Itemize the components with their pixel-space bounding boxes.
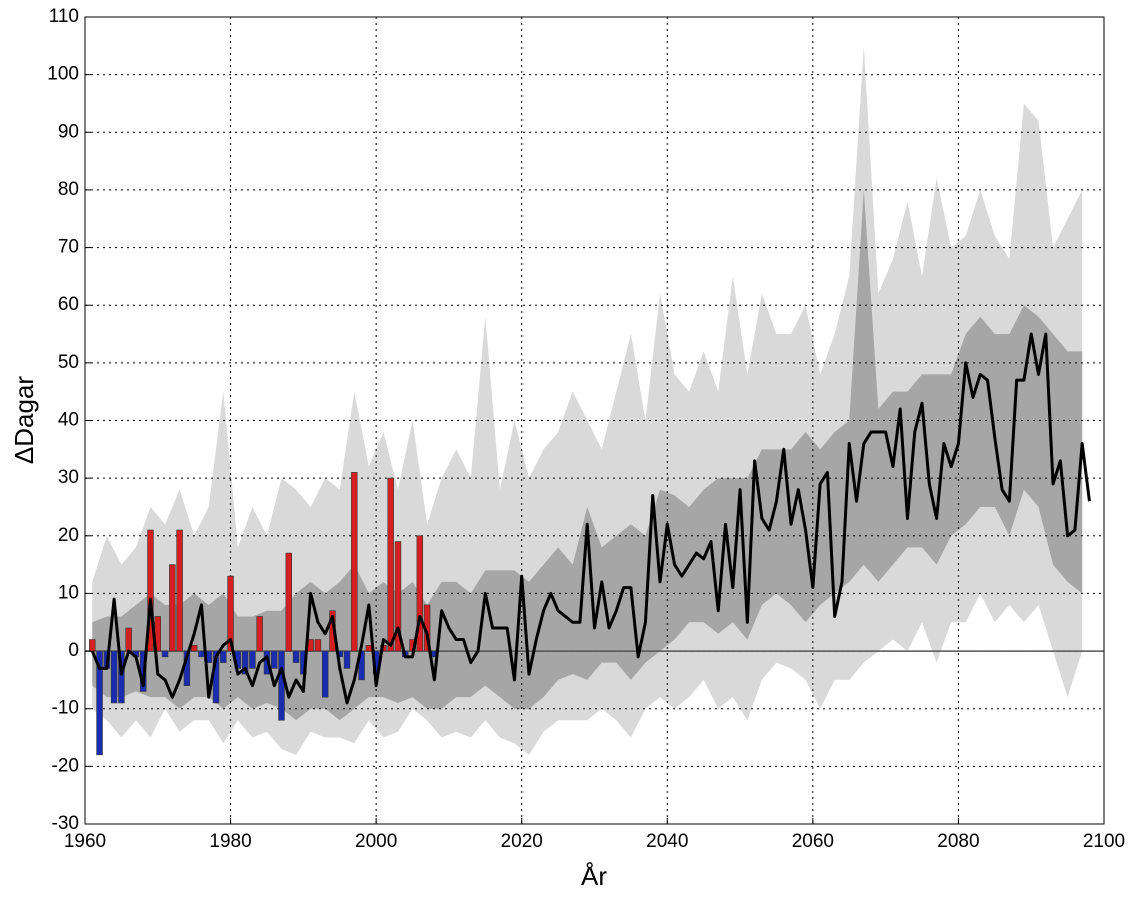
- bar: [118, 650, 125, 704]
- bar: [285, 552, 293, 652]
- bar: [278, 650, 285, 721]
- bar: [169, 564, 176, 652]
- y-tick-label: 80: [58, 179, 79, 200]
- bar: [89, 639, 96, 652]
- bar: [241, 650, 249, 675]
- y-tick-label: -30: [52, 813, 79, 834]
- y-tick-label: 70: [58, 237, 79, 258]
- y-tick-label: 110: [49, 6, 79, 27]
- bar: [387, 477, 394, 652]
- y-tick-label: 100: [47, 64, 79, 85]
- y-axis-title: ΔDagar: [9, 376, 39, 465]
- x-axis-title: År: [581, 861, 607, 891]
- x-tick-label: 2100: [1083, 831, 1125, 852]
- y-tick-label: 20: [58, 525, 79, 546]
- y-tick-label: 50: [58, 352, 79, 373]
- bar: [365, 645, 373, 652]
- y-tick-label: -20: [52, 755, 79, 776]
- y-tick-label: -10: [52, 698, 79, 719]
- bar: [256, 616, 263, 652]
- bar: [343, 650, 351, 669]
- y-tick-label: 10: [58, 582, 79, 603]
- x-tick-label: 2060: [792, 831, 834, 852]
- bar: [307, 639, 314, 652]
- bar: [321, 650, 329, 698]
- x-tick-label: 2000: [355, 831, 397, 852]
- bar: [147, 529, 154, 652]
- y-tick-label: 30: [58, 467, 79, 488]
- bar: [227, 575, 234, 652]
- x-tick-label: 1960: [64, 831, 106, 852]
- bar: [351, 472, 358, 652]
- grid: [84, 16, 1105, 825]
- y-tick-label: 60: [58, 294, 79, 315]
- bar: [394, 541, 402, 652]
- bar: [96, 650, 103, 756]
- x-tick-label: 2020: [501, 831, 543, 852]
- bar: [161, 650, 169, 658]
- bar: [271, 650, 278, 669]
- bar: [110, 650, 118, 704]
- bar: [125, 627, 132, 652]
- bar: [314, 639, 322, 652]
- line: [90, 332, 1091, 705]
- bar: [176, 529, 183, 652]
- y-tick-label: 90: [58, 121, 79, 142]
- bar: [416, 535, 424, 652]
- y-tick-label: 0: [68, 640, 79, 661]
- bar: [198, 650, 205, 658]
- y-tick-label: 40: [58, 410, 79, 431]
- bar: [190, 645, 198, 652]
- x-tick-label: 1980: [209, 831, 251, 852]
- bar: [220, 650, 227, 663]
- lines: [90, 332, 1091, 705]
- bar: [249, 650, 256, 669]
- bands: [92, 45, 1083, 755]
- axes: 1960 1980 2000 2020 2040 2060 2080 2100-30-20-1…: [47, 6, 1125, 852]
- plot-frame: [84, 16, 1105, 825]
- bar: [292, 650, 300, 663]
- x-tick-label: 2080: [937, 831, 979, 852]
- x-tick-label: 2040: [646, 831, 688, 852]
